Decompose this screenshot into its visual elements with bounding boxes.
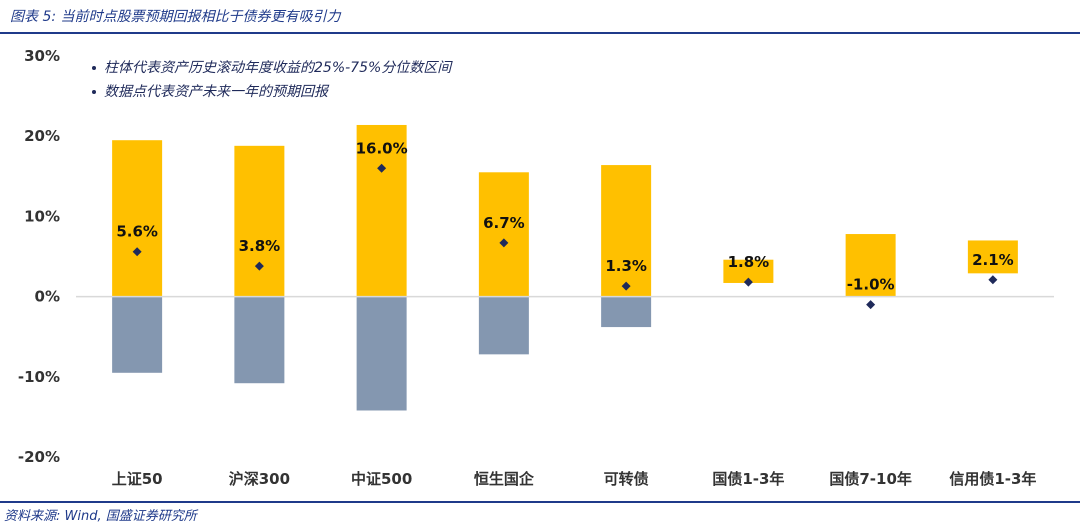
data-point <box>621 281 631 291</box>
chart-title: 图表 5: 当前时点股票预期回报相比于债券更有吸引力 <box>10 9 341 25</box>
bullet-icon <box>92 66 96 70</box>
x-tick-label: 国债1-3年 <box>712 470 784 488</box>
legend-item: 柱体代表资产历史滚动年度收益的25%-75%分位数区间 <box>92 56 451 80</box>
source-note: 资料来源: Wind, 国盛证券研究所 <box>4 509 197 524</box>
bar-positive <box>845 234 896 297</box>
data-label: 1.3% <box>605 257 647 275</box>
bar-negative <box>112 296 163 373</box>
y-tick-label: -20% <box>18 448 60 466</box>
bar-positive <box>601 165 652 297</box>
bar-positive <box>723 259 774 283</box>
bar-positive <box>234 145 285 297</box>
x-tick-label: 国债7-10年 <box>829 470 912 488</box>
bar-positive <box>478 172 529 297</box>
data-label: 16.0% <box>356 139 408 157</box>
data-point <box>988 275 998 285</box>
x-tick-label: 恒生国企 <box>474 470 535 488</box>
y-tick-label: -10% <box>18 368 60 386</box>
bar-negative <box>356 296 407 411</box>
y-tick-label: 0% <box>35 288 60 306</box>
data-label: 1.8% <box>728 253 770 271</box>
y-tick-label: 20% <box>24 127 60 145</box>
x-tick-label: 中证500 <box>351 470 412 488</box>
x-tick-label: 可转债 <box>604 470 649 488</box>
bar-positive <box>112 140 163 297</box>
data-point <box>377 163 387 173</box>
source-divider <box>0 501 1080 503</box>
data-point <box>866 300 876 310</box>
bar-negative <box>478 296 529 355</box>
bar-negative <box>234 296 285 384</box>
data-point <box>254 261 264 271</box>
data-point <box>499 238 509 248</box>
bar-positive <box>967 240 1018 274</box>
y-tick-label: 30% <box>24 47 60 65</box>
range-bar-chart: 30% 20% 10% 0% -10% -20% 5.6% 上证50 3.8% 沪深300 16.0… <box>18 47 1054 488</box>
bar-negative <box>601 296 652 328</box>
data-label: 2.1% <box>972 251 1014 269</box>
x-tick-label: 上证50 <box>112 470 163 488</box>
y-tick-label: 10% <box>24 207 60 225</box>
data-point <box>132 247 142 257</box>
data-label: -1.0% <box>847 276 895 294</box>
data-label: 5.6% <box>116 223 158 241</box>
legend: 柱体代表资产历史滚动年度收益的25%-75%分位数区间 数据点代表资产未来一年的… <box>92 56 451 104</box>
bar-positive <box>356 124 407 297</box>
data-label: 3.8% <box>239 237 281 255</box>
bullet-icon <box>92 90 96 94</box>
data-label: 6.7% <box>483 214 525 232</box>
data-point <box>743 277 753 287</box>
title-divider <box>0 32 1080 34</box>
x-tick-label: 信用债1-3年 <box>949 470 1036 488</box>
legend-item: 数据点代表资产未来一年的预期回报 <box>92 80 451 104</box>
x-tick-label: 沪深300 <box>229 470 290 488</box>
